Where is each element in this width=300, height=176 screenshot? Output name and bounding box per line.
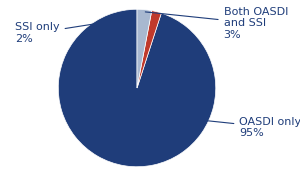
Text: SSI only
2%: SSI only 2% bbox=[15, 19, 125, 44]
Wedge shape bbox=[137, 9, 152, 88]
Wedge shape bbox=[137, 11, 161, 88]
Text: Both OASDI
and SSI
3%: Both OASDI and SSI 3% bbox=[145, 7, 288, 40]
Text: OASDI only
95%: OASDI only 95% bbox=[183, 117, 300, 138]
Wedge shape bbox=[58, 9, 216, 167]
